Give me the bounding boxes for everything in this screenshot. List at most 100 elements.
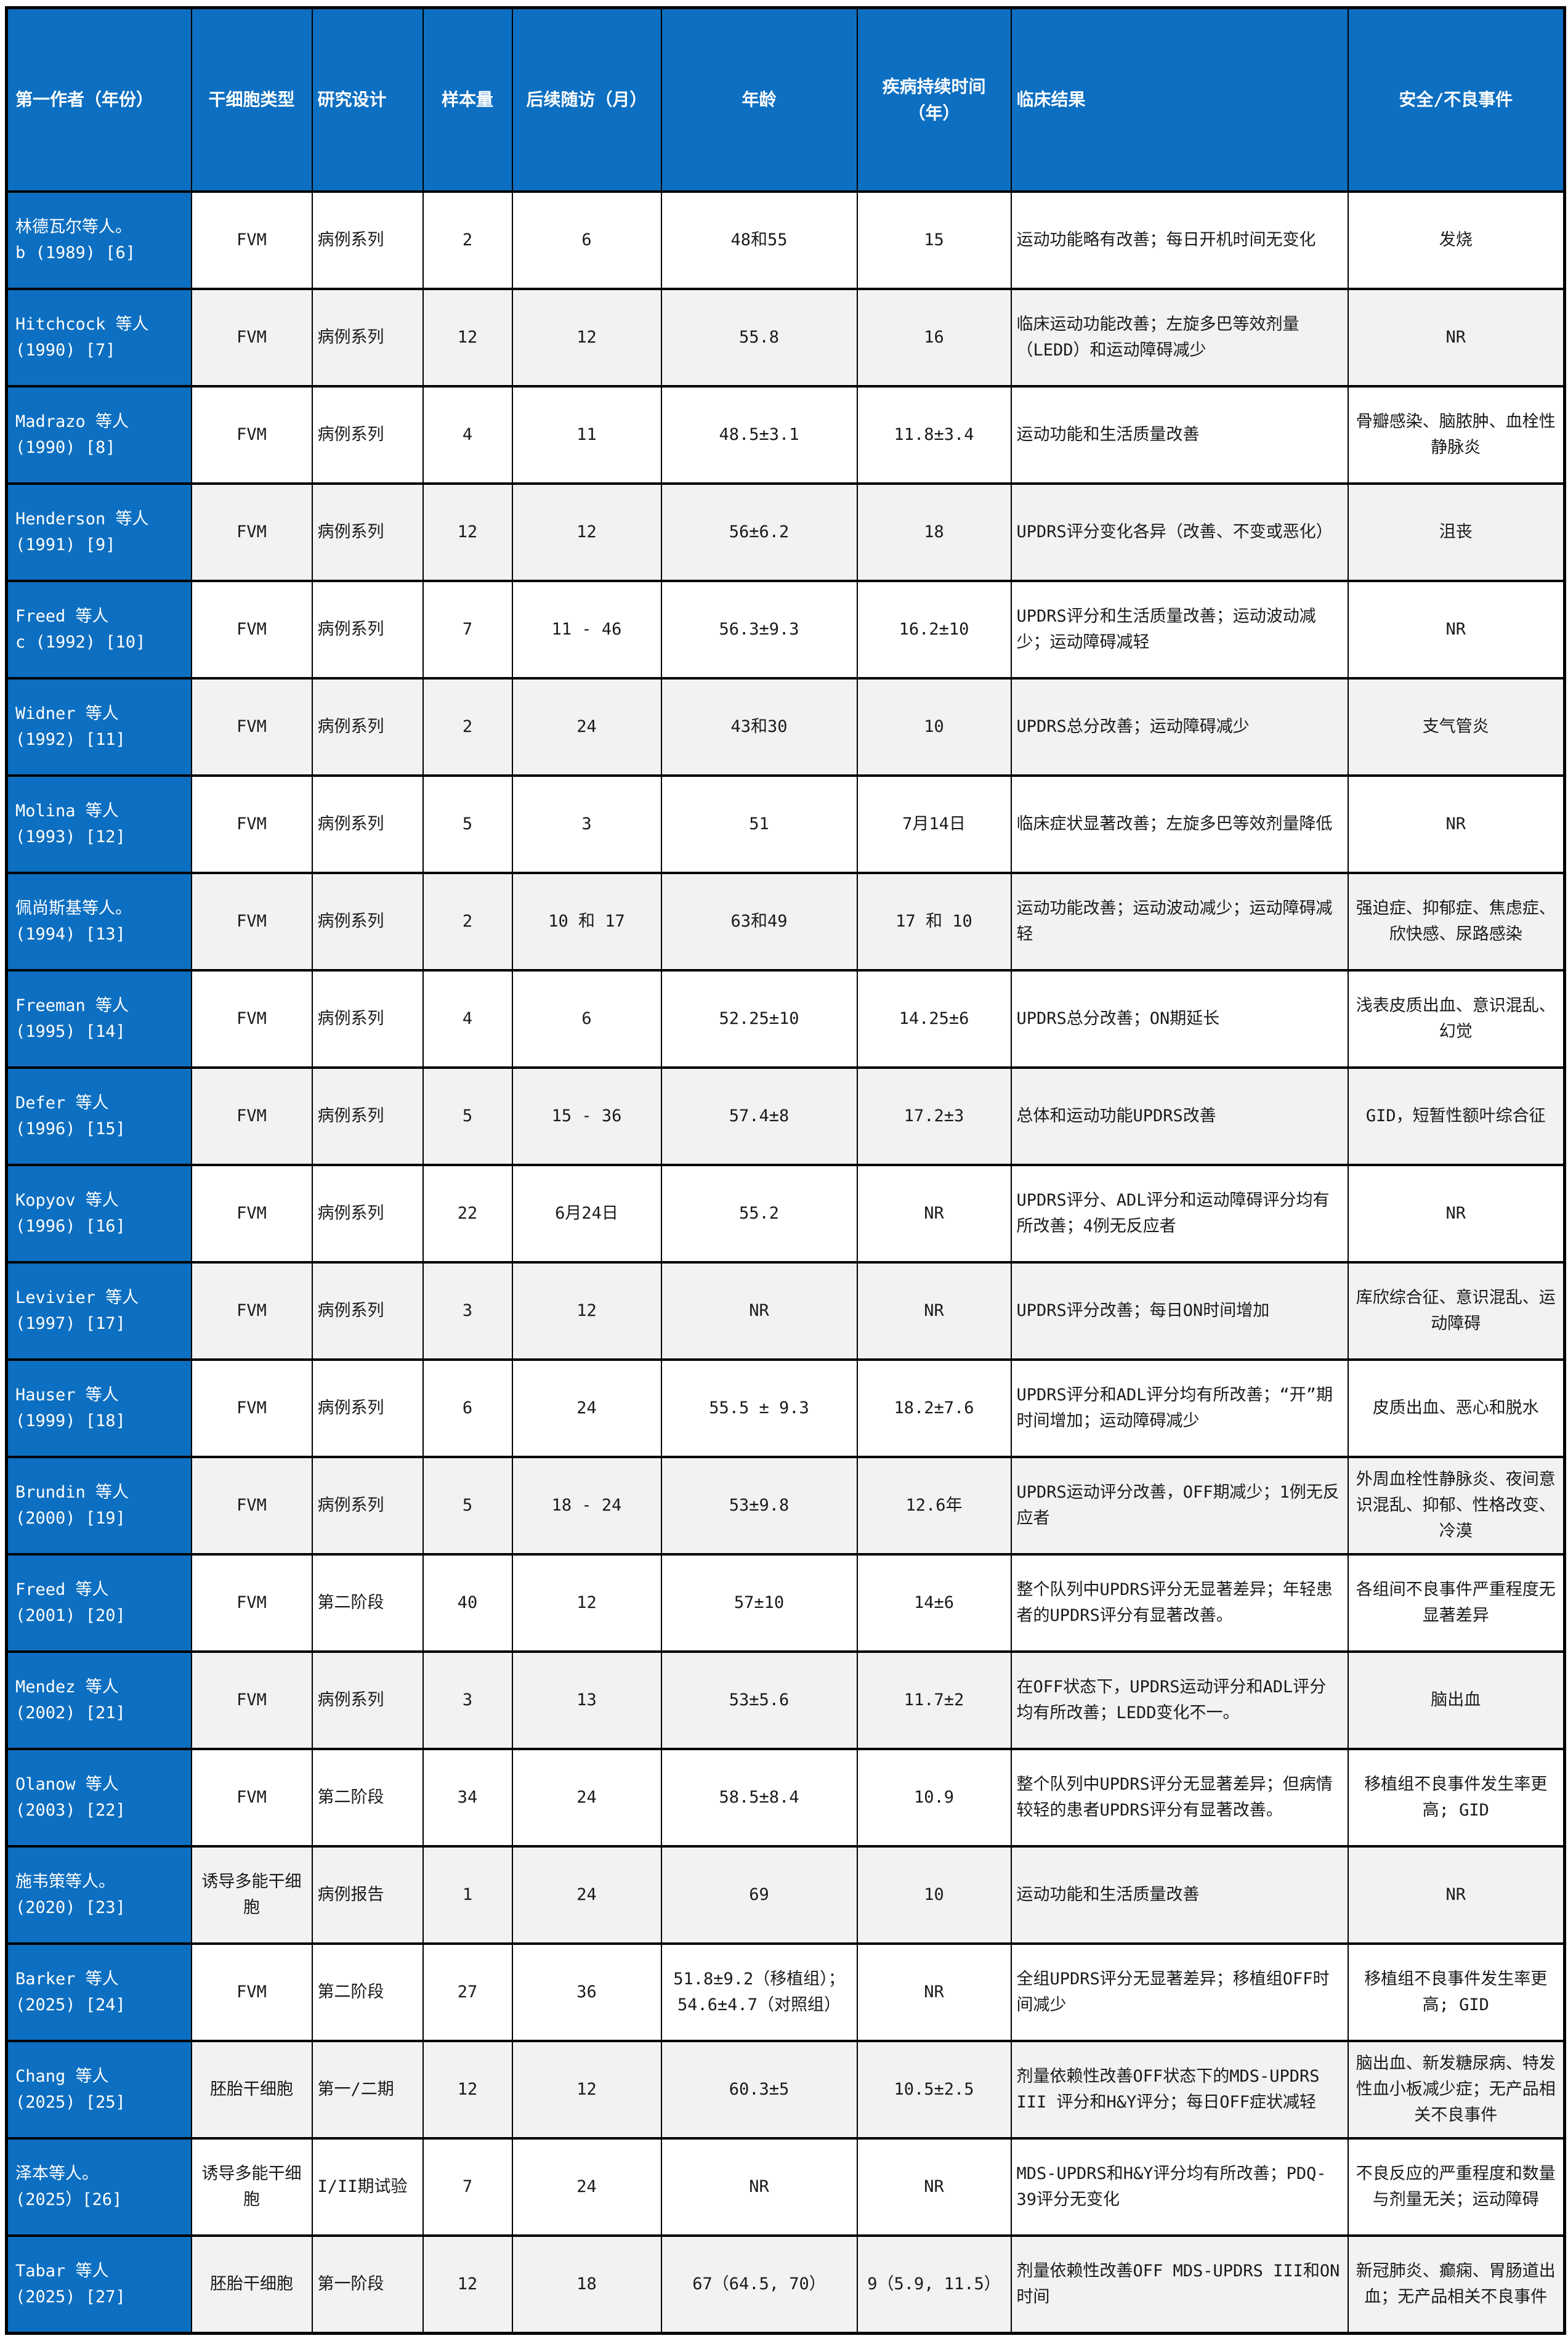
table-row: Chang 等人 (2025) [25] 胚胎干细胞 第一/二期 12 12 60.3±5… [6, 2040, 1566, 2140]
table-cell: 55.8 [660, 288, 858, 387]
table-cell: 全组UPDRS评分无显著差异；移植组OFF时间减少 [1010, 1942, 1349, 2042]
table-cell: 11.8±3.4 [856, 385, 1012, 485]
table-cell: 34 [422, 1748, 513, 1848]
table-cell: 16 [856, 288, 1012, 387]
table-cell: 18.2±7.6 [856, 1358, 1012, 1458]
header-sample-size: 样本量 [422, 6, 513, 193]
table-cell: UPDRS总分改善；运动障碍减少 [1010, 677, 1349, 777]
table-cell: 支气管炎 [1347, 677, 1566, 777]
table-cell: 剂量依赖性改善OFF MDS-UPDRS III和ON时间 [1010, 2234, 1349, 2335]
table-cell: 各组间不良事件严重程度无显著差异 [1347, 1553, 1566, 1653]
table-cell: 12 [511, 482, 662, 582]
table-row: Defer 等人 (1996) [15] FVM 病例系列 5 15 - 36 57.4±… [6, 1066, 1566, 1166]
table-cell: 1 [422, 1845, 513, 1945]
table-cell: 24 [511, 677, 662, 777]
table-cell: GID，短暂性额叶综合征 [1347, 1066, 1566, 1166]
table-cell: 11 - 46 [511, 580, 662, 680]
table-cell: 临床症状显著改善；左旋多巴等效剂量降低 [1010, 774, 1349, 874]
table-cell: 58.5±8.4 [660, 1748, 858, 1848]
table-cell: NR [660, 1261, 858, 1361]
table-cell: 57.4±8 [660, 1066, 858, 1166]
table-cell: NR [660, 2137, 858, 2237]
row-author-cell: Freeman 等人 (1995) [14] [6, 969, 192, 1069]
table-cell: 6 [511, 190, 662, 290]
header-age: 年龄 [660, 6, 858, 193]
table-cell: 15 - 36 [511, 1066, 662, 1166]
table-cell: 在OFF状态下，UPDRS运动评分和ADL评分均有所改善；LEDD变化不一。 [1010, 1650, 1349, 1750]
table-cell: 24 [511, 2137, 662, 2237]
table-cell: NR [856, 2137, 1012, 2237]
table-cell: 病例系列 [311, 872, 424, 972]
row-author-cell: Tabar 等人 (2025) [27] [6, 2234, 192, 2335]
table-cell: NR [856, 1942, 1012, 2042]
table-row: 泽本等人。 (2025）[26] 诱导多能干细胞 I/II期试验 7 24 NR NR MDS… [6, 2137, 1566, 2237]
table-cell: 沮丧 [1347, 482, 1566, 582]
table-cell: 5 [422, 1066, 513, 1166]
header-study-design: 研究设计 [311, 6, 424, 193]
table-cell: 12 [511, 1553, 662, 1653]
table-cell: 51 [660, 774, 858, 874]
table-row: Freeman 等人 (1995) [14] FVM 病例系列 4 6 52.25±10 1… [6, 969, 1566, 1069]
table-cell: FVM [190, 1066, 313, 1166]
row-author-cell: Kopyov 等人 (1996) [16] [6, 1164, 192, 1264]
table-row: Molina 等人 (1993) [12] FVM 病例系列 5 3 51 7月14日 临床症… [6, 774, 1566, 874]
table-cell: 24 [511, 1845, 662, 1945]
table-cell: 运动功能和生活质量改善 [1010, 1845, 1349, 1945]
table-cell: 移植组不良事件发生率更高; GID [1347, 1748, 1566, 1848]
table-cell: 10 和 17 [511, 872, 662, 972]
header-row: 第一作者（年份） 干细胞类型 研究设计 样本量 后续随访（月） 年龄 疾病持续时… [6, 6, 1566, 193]
table-cell: 病例系列 [311, 969, 424, 1069]
table-row: Mendez 等人 (2002) [21] FVM 病例系列 3 13 53±5.6 11.… [6, 1650, 1566, 1750]
row-author-cell: Widner 等人 (1992) [11] [6, 677, 192, 777]
table-cell: 病例系列 [311, 482, 424, 582]
table-cell: 11.7±2 [856, 1650, 1012, 1750]
table-cell: 7 [422, 580, 513, 680]
row-author-cell: 佩尚斯基等人。 (1994) [13] [6, 872, 192, 972]
table-cell: 第二阶段 [311, 1553, 424, 1653]
table-cell: 60.3±5 [660, 2040, 858, 2140]
table-cell: 12 [422, 2040, 513, 2140]
table-row: Henderson 等人 (1991) [9] FVM 病例系列 12 12 56±6.2… [6, 482, 1566, 582]
table-cell: 运动功能略有改善；每日开机时间无变化 [1010, 190, 1349, 290]
row-author-cell: Brundin 等人 (2000) [19] [6, 1456, 192, 1556]
table-cell: FVM [190, 1261, 313, 1361]
table-cell: MDS-UPDRS和H&Y评分均有所改善；PDQ-39评分无变化 [1010, 2137, 1349, 2237]
table-cell: UPDRS评分和生活质量改善；运动波动减少；运动障碍减轻 [1010, 580, 1349, 680]
table-cell: FVM [190, 580, 313, 680]
table-cell: 69 [660, 1845, 858, 1945]
table-cell: 4 [422, 385, 513, 485]
table-cell: 浅表皮质出血、意识混乱、幻觉 [1347, 969, 1566, 1069]
table-cell: 40 [422, 1553, 513, 1653]
table-cell: NR [856, 1261, 1012, 1361]
table-cell: UPDRS评分、ADL评分和运动障碍评分均有所改善；4例无反应者 [1010, 1164, 1349, 1264]
table-cell: 病例系列 [311, 1358, 424, 1458]
table-row: Levivier 等人 (1997) [17] FVM 病例系列 3 12 NR NR UPD… [6, 1261, 1566, 1361]
table-cell: 第二阶段 [311, 1748, 424, 1848]
table-cell: 3 [511, 774, 662, 874]
table-cell: 27 [422, 1942, 513, 2042]
table-cell: 骨瓣感染、脑脓肿、血栓性静脉炎 [1347, 385, 1566, 485]
row-author-cell: Hitchcock 等人 (1990) [7] [6, 288, 192, 387]
table-cell: FVM [190, 190, 313, 290]
row-author-cell: 施韦策等人。 (2020) [23] [6, 1845, 192, 1945]
table-cell: 18 [511, 2234, 662, 2335]
table-cell: 7 [422, 2137, 513, 2237]
table-cell: 第一/二期 [311, 2040, 424, 2140]
table-cell: 运动功能改善；运动波动减少；运动障碍减轻 [1010, 872, 1349, 972]
table-cell: FVM [190, 1650, 313, 1750]
table-cell: FVM [190, 1942, 313, 2042]
table-cell: 2 [422, 190, 513, 290]
table-cell: 12 [511, 288, 662, 387]
table-cell: 17 和 10 [856, 872, 1012, 972]
table-cell: 4 [422, 969, 513, 1069]
table-cell: 胚胎干细胞 [190, 2234, 313, 2335]
table-cell: 53±5.6 [660, 1650, 858, 1750]
table-cell: FVM [190, 969, 313, 1069]
table-cell: 56.3±9.3 [660, 580, 858, 680]
table-cell: 67（64.5, 70） [660, 2234, 858, 2335]
row-author-cell: Barker 等人 (2025) [24] [6, 1942, 192, 2042]
table-cell: 病例系列 [311, 1650, 424, 1750]
table-cell: 51.8±9.2（移植组）；54.6±4.7（对照组） [660, 1942, 858, 2042]
table-cell: 48和55 [660, 190, 858, 290]
table-cell: 诱导多能干细胞 [190, 1845, 313, 1945]
